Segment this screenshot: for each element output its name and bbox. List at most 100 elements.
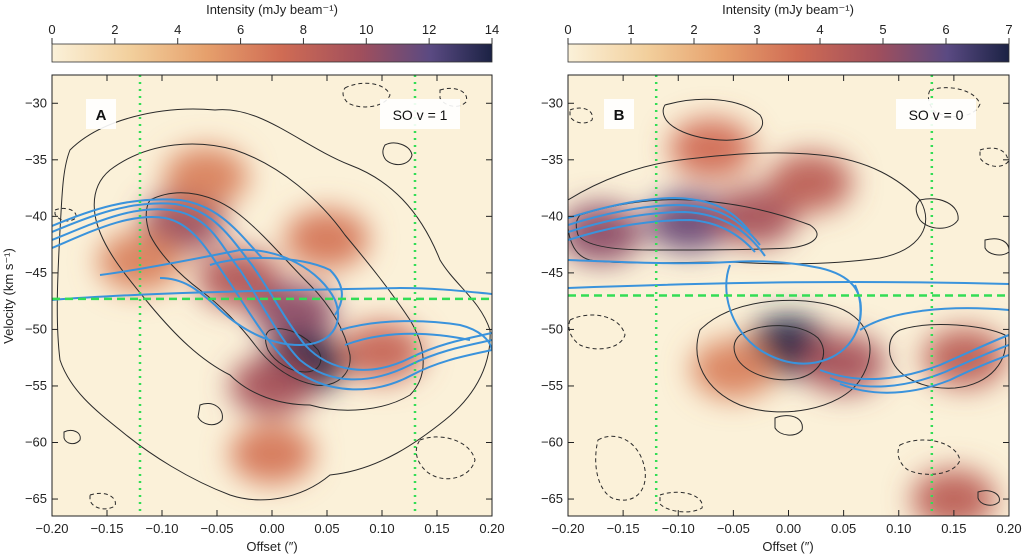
model-a-redshift-arc-2 [344, 332, 471, 346]
emission-blob [164, 146, 248, 207]
x-tick-label: −0.15 [607, 521, 640, 536]
contour-b-dashed-7 [569, 107, 593, 124]
marker-lines-a [52, 75, 492, 516]
x-tick-label: −0.15 [91, 521, 124, 536]
panel-a-letter-box [86, 99, 116, 129]
x-tick-label: 0.20 [479, 521, 504, 536]
model-b-track-4 [568, 196, 751, 233]
y-tick-label: −65 [25, 491, 47, 506]
emission-blob [911, 469, 996, 516]
colorbar-tick-label: 7 [1005, 22, 1012, 37]
y-tick-label: −60 [541, 435, 563, 450]
model-a-redshift-arc [339, 320, 492, 351]
y-tick-label: −50 [541, 321, 563, 336]
panel-b-letter: B [614, 107, 625, 124]
contour-a-patch-2 [197, 403, 223, 426]
model-b-red-track-1 [819, 334, 1009, 381]
contour-b-top-patch [662, 98, 763, 141]
y-tick-label: −60 [25, 435, 47, 450]
colorbar-tick-label: 3 [753, 22, 760, 37]
model-b-track-3 [568, 218, 756, 253]
contour-b-lower-core [733, 325, 824, 381]
x-tick-label: 0.00 [776, 521, 801, 536]
colorbar-tick-label: 8 [300, 22, 307, 37]
panel-a: Intensity (mJy beam⁻¹) 0 2 4 6 8 10 12 14 [1, 2, 505, 554]
y-tick-label: −50 [25, 321, 47, 336]
model-a-loop-1 [99, 248, 340, 347]
x-tick-label: −0.10 [662, 521, 695, 536]
contour-a-outer [56, 108, 491, 501]
line-label-b: SO v = 0 [909, 107, 964, 123]
model-b-red-track-2 [829, 344, 1009, 388]
colorbar-tick-label: 4 [816, 22, 823, 37]
colorbar-tick-label: 14 [485, 22, 499, 37]
y-tick-label: −35 [541, 152, 563, 167]
colorbar-tick-label: 1 [627, 22, 634, 37]
y-axis-title-a: Velocity (km s⁻¹) [1, 248, 16, 344]
contour-b-lower-blob [696, 299, 871, 413]
x-tick-label: −0.10 [146, 521, 179, 536]
model-a-track-3 [52, 216, 492, 391]
marker-lines-b [568, 75, 1009, 516]
contour-a-patch-1 [382, 142, 413, 166]
contour-a-core [265, 328, 322, 373]
intensity-contours-a [54, 82, 491, 510]
line-label-a: SO v = 1 [393, 107, 448, 123]
x-tick-label: −0.05 [201, 521, 234, 536]
emission-blob [647, 192, 732, 252]
panel-b: Intensity (mJy beam⁻¹) 0 1 2 3 4 5 6 7 [541, 2, 1022, 554]
emission-blob [669, 118, 754, 179]
y-tick-label: −30 [541, 95, 563, 110]
model-contours-b [568, 196, 1009, 394]
emission-blob [230, 355, 314, 416]
model-b-track-2 [568, 210, 766, 257]
contour-b-dashed-6 [659, 491, 703, 513]
contour-a-inner [145, 192, 351, 386]
x-tick-label: 0.00 [259, 521, 284, 536]
model-b-track-1 [568, 203, 761, 246]
colorbar-tick-label: 2 [111, 22, 118, 37]
model-b-systemic-line [568, 280, 1009, 289]
y-tick-label: −55 [541, 378, 563, 393]
colorbar-tick-label: 0 [48, 22, 55, 37]
y-tick-label: −35 [25, 152, 47, 167]
y-tick-label: −40 [541, 208, 563, 223]
x-axis-title-a: Offset (″) [246, 539, 297, 554]
colorbar-b-bar [567, 43, 1010, 63]
contour-b-dashed-5 [897, 439, 961, 475]
x-tick-label: 0.15 [424, 521, 449, 536]
model-b-red-track-4 [859, 307, 1009, 331]
contour-b-red-patch [889, 324, 1007, 389]
emission-blob [768, 152, 853, 213]
contour-a-mid [93, 143, 424, 411]
emission-blob [568, 203, 644, 264]
y-tick-label: −55 [25, 378, 47, 393]
colorbar-b: Intensity (mJy beam⁻¹) 0 1 2 3 4 5 6 7 [564, 2, 1013, 63]
x-tick-label: −0.20 [36, 521, 69, 536]
x-tick-label: 0.15 [941, 521, 966, 536]
emission-blob [98, 231, 182, 292]
colorbar-a-title: Intensity (mJy beam⁻¹) [206, 2, 338, 17]
model-a-track-1 [52, 208, 492, 381]
colorbar-tick-label: 0 [564, 22, 571, 37]
model-b-blue-loop [568, 259, 862, 321]
y-tick-label: −65 [541, 491, 563, 506]
colorbar-a-bar [51, 43, 493, 63]
x-tick-label: 0.20 [996, 521, 1021, 536]
contour-b-patch-3 [977, 490, 1000, 506]
model-contours-a [52, 198, 492, 391]
y-tick-label: −30 [25, 95, 47, 110]
x-tick-label: 0.05 [314, 521, 339, 536]
contour-a-dashed-1 [342, 82, 391, 108]
contour-b-dashed-4 [979, 147, 1009, 167]
model-a-track-2 [52, 202, 492, 371]
panel-b-letter-box [604, 99, 634, 129]
model-a-track-4 [52, 198, 263, 259]
colorbar-tick-label: 6 [942, 22, 949, 37]
contour-a-dashed-5 [54, 207, 77, 222]
panel-a-letter: A [96, 107, 107, 124]
contour-b-patch-1 [915, 198, 959, 229]
model-b-red-track-3 [839, 354, 1009, 394]
model-b-red-loop [725, 264, 862, 365]
colorbar-a: Intensity (mJy beam⁻¹) 0 2 4 6 8 10 12 14 [48, 2, 499, 63]
